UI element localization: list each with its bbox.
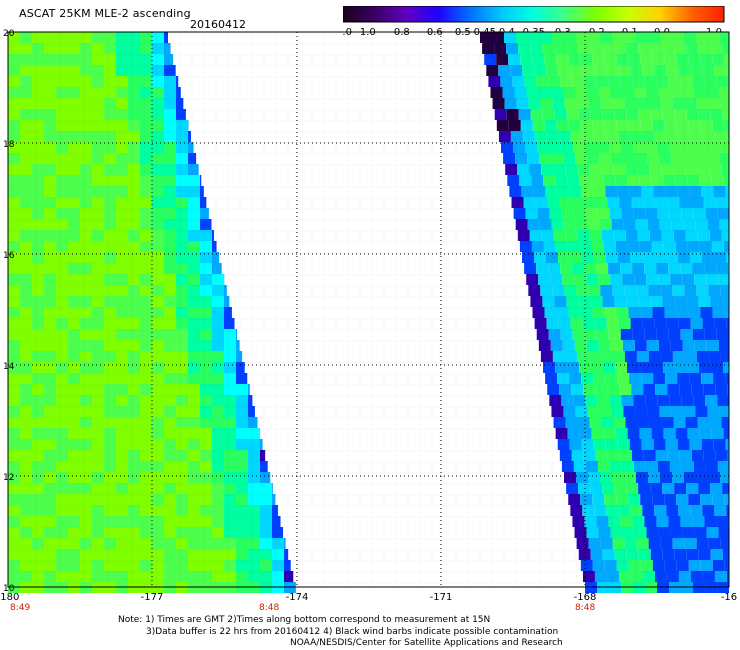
latitude-label: 20 bbox=[3, 29, 15, 39]
map-title: ASCAT 25KM MLE-2 ascending bbox=[19, 7, 191, 20]
longitude-label: -16 bbox=[721, 592, 737, 603]
latitude-label: 12 bbox=[3, 473, 14, 483]
latitude-label: 10 bbox=[3, 584, 15, 594]
longitude-label: -177 bbox=[141, 592, 164, 603]
longitude-label: -180 bbox=[0, 592, 19, 603]
colorbar-gradient bbox=[343, 6, 725, 23]
note-line-2: 3)Data buffer is 22 hrs from 20160412 4)… bbox=[146, 627, 559, 637]
time-label: 8:49 bbox=[10, 603, 30, 612]
time-label: 8:48 bbox=[259, 603, 279, 612]
swath-map: 20 18 16 14 12 10-180 -177 -174 -171 -168 -16 8:49 8… bbox=[0, 29, 737, 612]
latitude-label: 16 bbox=[3, 251, 15, 261]
map-frame bbox=[7, 31, 730, 588]
note-line-3: NOAA/NESDIS/Center for Satellite Applica… bbox=[290, 638, 563, 648]
longitude-label: -168 bbox=[574, 592, 597, 603]
note-line-1: Note: 1) Times are GMT 2)Times along bot… bbox=[118, 615, 491, 625]
map-date: 20160412 bbox=[190, 18, 246, 31]
latitude-label: 14 bbox=[3, 362, 15, 372]
longitude-label: -171 bbox=[430, 592, 453, 603]
latitude-label: 18 bbox=[3, 140, 15, 150]
longitude-label: -174 bbox=[286, 592, 309, 603]
time-label: 8:48 bbox=[575, 603, 595, 612]
